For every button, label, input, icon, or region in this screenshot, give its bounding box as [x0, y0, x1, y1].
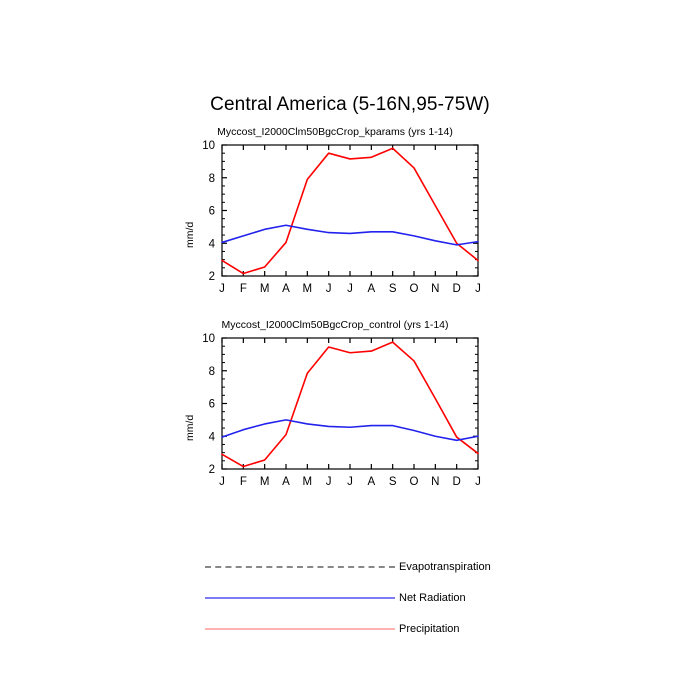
y-tick-label: 10 [202, 140, 215, 152]
x-tick-label: J [475, 476, 481, 488]
x-tick-label: A [367, 283, 375, 295]
panel-subtitle: Myccost_I2000Clm50BgcCrop_control (yrs 1… [221, 319, 449, 331]
y-tick-label: 6 [209, 206, 215, 218]
y-tick-label: 10 [202, 333, 215, 345]
x-tick-label: D [453, 283, 461, 295]
y-tick-label: 6 [209, 399, 215, 411]
legend-swatch-solid [205, 628, 395, 630]
x-tick-label: M [260, 283, 270, 295]
chart-panel-control: Myccost_I2000Clm50BgcCrop_control (yrs 1… [165, 319, 505, 494]
series-line-precipitation [221, 341, 479, 468]
x-tick-label: O [410, 476, 419, 488]
y-tick-label: 4 [209, 431, 216, 443]
series-line-net-radiation [221, 419, 479, 442]
x-tick-label: M [260, 476, 270, 488]
legend-label: Net Radiation [399, 592, 466, 604]
page-title: Central America (5-16N,95-75W) [210, 94, 490, 115]
legend-swatch-dashed [205, 566, 395, 568]
x-tick-label: A [367, 476, 375, 488]
chart-panel-kparams: Myccost_I2000Clm50BgcCrop_kparams (yrs 1… [165, 126, 505, 301]
x-tick-label: O [410, 283, 419, 295]
y-tick-label: 2 [209, 271, 215, 283]
x-tick-label: D [453, 476, 461, 488]
x-tick-label: S [389, 283, 397, 295]
x-tick-label: F [240, 476, 247, 488]
x-tick-label: J [475, 283, 481, 295]
legend-label: Evapotranspiration [399, 561, 491, 573]
legend-item-precipitation[interactable]: Precipitation [0, 619, 700, 639]
x-tick-label: F [240, 283, 247, 295]
x-tick-label: J [219, 283, 225, 295]
legend-label: Precipitation [399, 623, 460, 635]
legend-swatch-solid [205, 597, 395, 599]
x-tick-label: J [347, 476, 353, 488]
y-tick-label: 2 [209, 464, 215, 476]
y-tick-label: 4 [209, 238, 216, 250]
series-line-precipitation [221, 147, 479, 275]
x-tick-label: J [219, 476, 225, 488]
x-tick-label: J [326, 476, 332, 488]
legend-item-net-radiation[interactable]: Net Radiation [0, 588, 700, 608]
series-line-net-radiation [221, 224, 479, 246]
x-tick-label: N [431, 476, 439, 488]
plot-frame [221, 144, 479, 277]
x-tick-label: J [347, 283, 353, 295]
x-tick-label: M [303, 283, 313, 295]
x-tick-label: J [326, 283, 332, 295]
x-tick-label: N [431, 283, 439, 295]
x-tick-label: A [282, 476, 290, 488]
x-tick-label: A [282, 283, 290, 295]
y-tick-label: 8 [209, 173, 215, 185]
x-tick-label: S [389, 476, 397, 488]
legend-item-evapotranspiration[interactable]: Evapotranspiration [0, 557, 700, 577]
panel-subtitle: Myccost_I2000Clm50BgcCrop_kparams (yrs 1… [217, 126, 453, 138]
plot-frame [221, 337, 479, 470]
x-tick-label: M [303, 476, 313, 488]
y-tick-label: 8 [209, 366, 215, 378]
